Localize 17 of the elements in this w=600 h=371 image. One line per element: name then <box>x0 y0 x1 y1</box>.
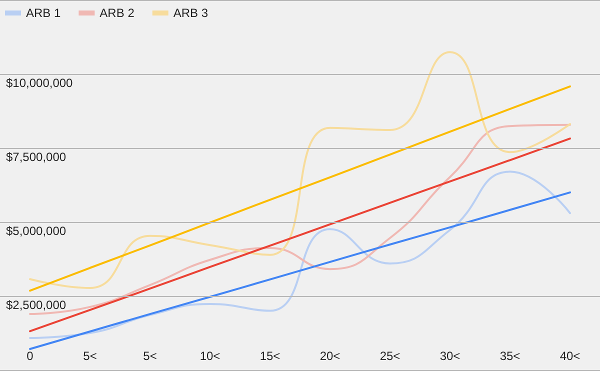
x-tick-label: 30< <box>440 349 460 363</box>
legend-label: ARB 1 <box>26 6 62 20</box>
x-tick-label: 15< <box>260 349 280 363</box>
legend-label: ARB 3 <box>173 6 208 20</box>
x-tick-label: 10< <box>200 349 220 363</box>
x-tick-label: 40< <box>560 349 580 363</box>
x-tick-label: 35< <box>500 349 520 363</box>
x-tick-label: 5< <box>143 349 157 363</box>
x-tick-label: 20< <box>320 349 340 363</box>
y-tick-label: $2,500,000 <box>6 298 66 312</box>
x-tick-label: 25< <box>380 349 400 363</box>
y-tick-label: $5,000,000 <box>6 224 66 238</box>
y-tick-label: $7,500,000 <box>6 150 66 164</box>
y-tick-label: $10,000,000 <box>6 76 74 90</box>
x-tick-label: 0 <box>26 349 34 363</box>
x-tick-label: 5< <box>83 349 97 363</box>
legend-label: ARB 2 <box>100 6 135 20</box>
